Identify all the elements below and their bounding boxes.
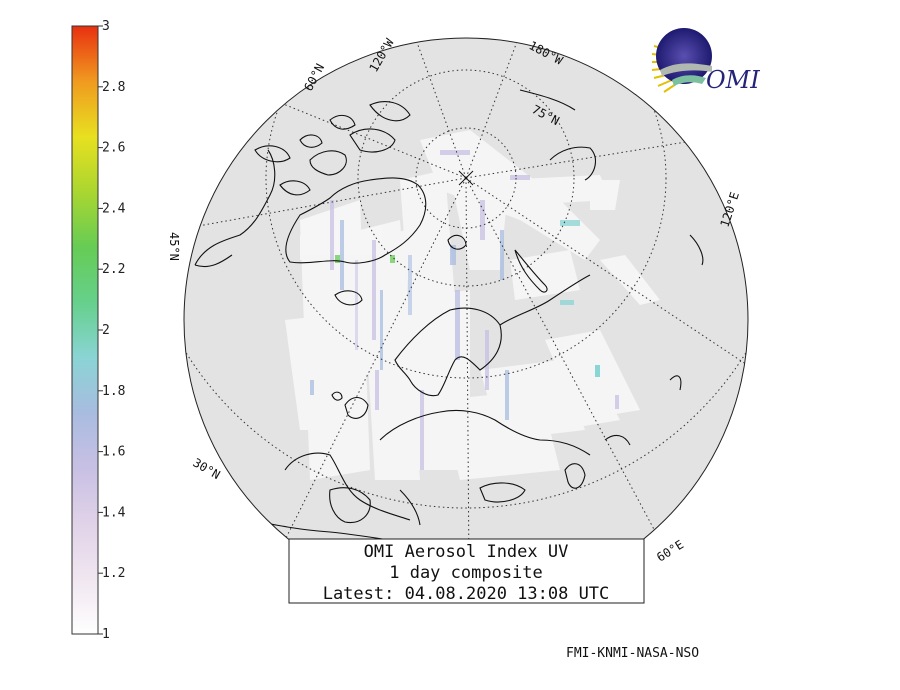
aerosol-index-streaks [310, 150, 619, 470]
north-pole-marker [458, 170, 474, 186]
colorbar-tick-label: 2.8 [102, 80, 125, 95]
colorbar-tick-label: 1.6 [102, 445, 125, 460]
title-line-3: Latest: 04.08.2020 13:08 UTC [323, 584, 610, 604]
colorbar-ticks: 1 1.2 1.4 1.6 1.8 2 2.2 2.4 2.6 2.8 3 [98, 19, 126, 642]
colorbar-tick-label: 2.6 [102, 141, 125, 156]
colorbar-tick-label: 1 [102, 627, 110, 642]
logo-globe [656, 28, 712, 84]
title-line-1: OMI Aerosol Index UV [364, 542, 569, 562]
colorbar-tick-label: 3 [102, 19, 110, 34]
colorbar-tick-label: 1.4 [102, 505, 126, 520]
colorbar: 1 1.2 1.4 1.6 1.8 2 2.2 2.4 2.6 2.8 3 [71, 19, 126, 642]
map: 60°N 120°W 180°W 75°N 45°N 120°E 30°N 60… [167, 36, 749, 603]
credit-label: FMI-KNMI-NASA-NSO [566, 646, 699, 661]
colorbar-tick-label: 2 [102, 323, 110, 338]
colorbar-tick-label: 2.2 [102, 262, 125, 277]
title-line-2: 1 day composite [389, 563, 543, 583]
omi-logo: OMI [651, 28, 760, 94]
logo-text: OMI [706, 66, 760, 94]
colorbar-tick-label: 2.4 [102, 201, 126, 216]
colorbar-tick-label: 1.8 [102, 384, 125, 399]
lat-label-45n: 45°N [167, 232, 181, 261]
colorbar-gradient [71, 25, 99, 635]
lat-label-30n: 30°N [191, 455, 223, 482]
title-box: OMI Aerosol Index UV 1 day composite Lat… [288, 538, 645, 604]
lon-label-60e: 60°E [654, 537, 686, 564]
colorbar-tick-label: 1.2 [102, 566, 125, 581]
